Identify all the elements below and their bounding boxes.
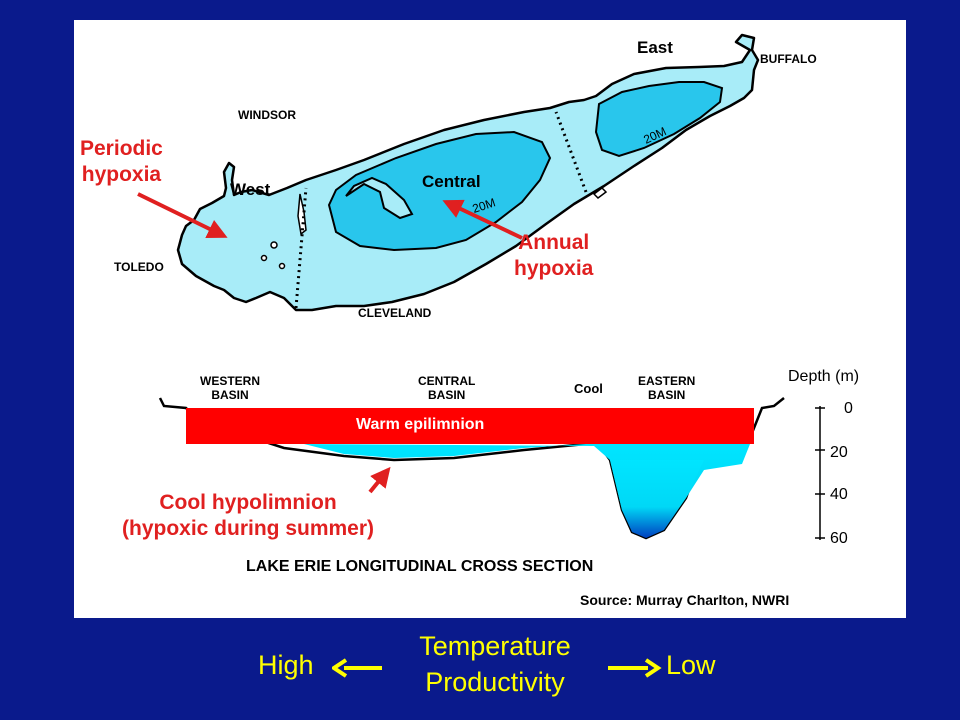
annual-hypoxia-arrow <box>442 199 523 240</box>
left-arrow-icon <box>332 658 382 678</box>
depth-tick-label-20: 20 <box>830 444 848 461</box>
central-basin-deep <box>327 130 552 252</box>
cool-label: Cool <box>574 381 603 396</box>
cross-section-title: LAKE ERIE LONGITUDINAL CROSS SECTION <box>246 558 594 575</box>
divider-central-east <box>554 111 588 193</box>
legend-center: Temperature Productivity <box>390 628 600 700</box>
eastern-basin-label: EASTERN BASIN <box>638 374 695 402</box>
east-label: East <box>637 38 673 57</box>
hypolimnion-line2: (hypoxic during summer) <box>122 517 375 540</box>
western-basin-line2: BASIN <box>211 388 249 402</box>
contour-label-central: 20M <box>471 195 498 216</box>
depth-axis-label: Depth (m) <box>788 368 860 385</box>
island-1 <box>270 241 278 249</box>
periodic-hypoxia-line2: hypoxia <box>81 163 162 186</box>
legend-productivity: Productivity <box>425 667 565 697</box>
hypolimnion-line1: Cool hypolimnion <box>159 491 337 514</box>
epilimnion-label: Warm epilimnion <box>356 416 485 433</box>
legend-high: High <box>258 650 314 680</box>
west-label: West <box>230 180 271 199</box>
figure-panel: 20M 20M East BUFFALO WINDSOR West Centra… <box>74 20 906 618</box>
central-basin-line2: BASIN <box>427 388 466 402</box>
depth-tick-label-0: 0 <box>844 400 853 417</box>
island-2 <box>260 254 268 262</box>
central-label: Central <box>422 172 481 191</box>
periodic-hypoxia-label: Periodic hypoxia <box>80 136 163 188</box>
bottom-legend: High Temperature Productivity Low <box>0 620 960 720</box>
legend-low: Low <box>666 650 716 680</box>
cleveland-label: CLEVELAND <box>358 306 432 320</box>
peninsula-long-point <box>592 187 608 199</box>
central-basin-line1: CENTRAL <box>418 374 476 388</box>
eastern-basin-line1: EASTERN <box>638 374 696 388</box>
hypolimnion-base <box>610 460 704 538</box>
island-3 <box>278 262 286 270</box>
annual-hypoxia-line1: Annual <box>518 231 590 254</box>
depth-tick-label-60: 60 <box>830 530 848 547</box>
lake-erie-diagram: 20M 20M <box>137 33 825 540</box>
periodic-hypoxia-arrow <box>137 192 228 238</box>
hypolimnion-arrow <box>368 466 391 494</box>
annual-hypoxia-line2: hypoxia <box>514 257 594 280</box>
epilimnion-layer <box>186 408 754 444</box>
central-basin-label: CENTRAL BASIN <box>418 374 475 402</box>
depth-tick-label-40: 40 <box>830 486 848 503</box>
divider-west-central <box>294 187 308 309</box>
right-arrow-icon <box>608 658 662 678</box>
western-basin-line1: WESTERN <box>200 374 260 388</box>
western-basin-label: WESTERN BASIN <box>200 374 260 402</box>
periodic-hypoxia-line1: Periodic <box>80 137 163 160</box>
hypolimnion-label: Cool hypolimnion (hypoxic during summer) <box>122 490 374 542</box>
windsor-label: WINDSOR <box>238 108 296 122</box>
eastern-basin-line2: BASIN <box>648 388 686 402</box>
toledo-label: TOLEDO <box>114 260 164 274</box>
eastern-basin-deep <box>594 81 724 158</box>
legend-temperature: Temperature <box>419 631 571 661</box>
buffalo-label: BUFFALO <box>760 52 817 66</box>
source-credit: Source: Murray Charlton, NWRI <box>580 592 790 608</box>
annual-hypoxia-label: Annual hypoxia <box>514 230 593 282</box>
